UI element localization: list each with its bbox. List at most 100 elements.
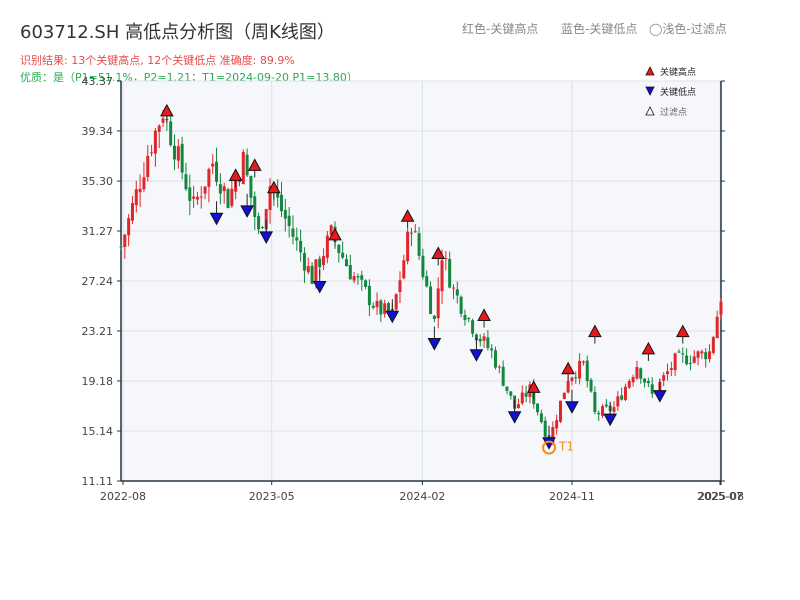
candle-body (344, 259, 348, 267)
candle-body (578, 360, 582, 379)
candle-body (570, 377, 574, 382)
candle-body (371, 305, 375, 308)
candle-body (589, 379, 593, 392)
candle-body (601, 406, 605, 416)
key-low-marker (209, 212, 224, 226)
candle-body (482, 336, 486, 341)
candle-body (704, 352, 708, 360)
candle-body (562, 392, 566, 400)
candle-body (222, 186, 226, 192)
key-high-marker (431, 246, 446, 259)
candle-body (406, 231, 410, 262)
candle-body (539, 413, 543, 423)
candle-body (276, 192, 280, 198)
key-high-marker (400, 209, 415, 222)
candle-body (409, 232, 413, 234)
candle-body (700, 351, 704, 354)
candle-body (268, 186, 272, 210)
candle-body (681, 353, 685, 355)
result-summary: 识别结果: 13个关键高点, 12个关键低点 准确度: 89.9% (20, 54, 295, 67)
candle-body (134, 189, 138, 206)
candle-body (455, 289, 459, 296)
key-high-marker (588, 324, 602, 338)
x-tick-label: 2022-08 (100, 490, 146, 503)
candle-body (711, 337, 715, 353)
candle-body (375, 300, 379, 308)
key-high-marker (477, 308, 491, 321)
candle-body (241, 151, 245, 185)
candle-body (383, 303, 387, 314)
candle-body (685, 355, 689, 365)
candle-body (486, 337, 490, 349)
candle-body (604, 404, 608, 407)
legend-high-label: 关键高点 (660, 66, 696, 78)
candle-body (620, 395, 624, 400)
candle-body (429, 286, 433, 315)
candle-body (230, 188, 234, 206)
candle-body (459, 296, 463, 314)
key-high-marker (526, 380, 541, 393)
candle-body (257, 216, 261, 230)
candle-body (497, 366, 501, 368)
candle-body (306, 265, 310, 273)
candle-body (280, 194, 284, 212)
candle-body (444, 257, 448, 259)
candle-body (245, 154, 249, 176)
candle-body (291, 228, 295, 237)
candle-body (558, 400, 562, 422)
candle-body (451, 287, 455, 289)
y-tick-label: 39.34 (82, 125, 114, 138)
candle-body (314, 259, 318, 284)
candle-body (119, 246, 123, 248)
candle-body (566, 380, 570, 393)
candle-body (360, 275, 364, 280)
candle-body (593, 392, 597, 413)
candle-body (597, 412, 601, 415)
candle-body (612, 407, 616, 412)
candle-body (203, 186, 207, 194)
candle-body (639, 368, 643, 379)
candle-body (631, 377, 635, 383)
candle-body (180, 143, 184, 173)
key-high-marker (267, 180, 281, 194)
key-high-marker (228, 168, 243, 181)
candle-body (463, 314, 467, 321)
candle-body (283, 209, 287, 219)
key-low-marker (507, 411, 522, 424)
candle-body (413, 231, 417, 233)
candle-body (142, 177, 146, 190)
key-high-marker (675, 324, 690, 338)
candle-body (692, 356, 696, 363)
candle-body (623, 386, 627, 400)
header-legend-red: 红色-关键高点 (462, 22, 539, 36)
candle-body (509, 391, 513, 396)
key-low-marker (653, 390, 667, 403)
candle-body (673, 353, 677, 371)
candle-body (581, 361, 585, 363)
candle-body (478, 338, 482, 342)
candle-body (650, 384, 654, 394)
candle-body (130, 203, 134, 221)
candle-body (153, 130, 157, 154)
candle-body (490, 348, 494, 351)
candle-body (367, 285, 371, 306)
candle-body (627, 381, 631, 388)
y-tick-label: 35.30 (82, 175, 114, 188)
chart-title: 603712.SH 高低点分析图（周K线图） (20, 22, 335, 43)
key-high-marker (561, 361, 575, 375)
header-legend-light: ◯浅色-过滤点 (649, 22, 727, 36)
candle-body (394, 294, 398, 310)
candle-body (585, 360, 589, 382)
candle-body (352, 276, 356, 281)
candle-body (471, 320, 475, 334)
candle-body (665, 371, 669, 375)
candle-body (192, 196, 196, 199)
candle-body (138, 188, 142, 193)
candle-body (356, 276, 360, 278)
candle-body (364, 280, 368, 287)
y-tick-label: 15.14 (82, 425, 114, 438)
key-low-marker (427, 338, 442, 351)
candle-body (260, 227, 264, 229)
candle-body (708, 351, 712, 360)
